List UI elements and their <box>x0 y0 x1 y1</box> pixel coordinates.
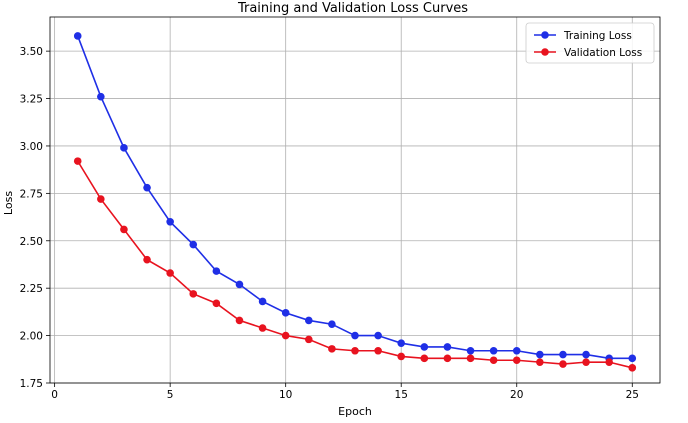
y-tick-label: 2.25 <box>20 283 43 295</box>
validation-loss-point <box>282 332 290 340</box>
validation-loss-point <box>259 324 267 332</box>
validation-loss-point <box>120 226 128 234</box>
validation-loss-point <box>236 317 244 325</box>
training-loss-point <box>213 267 221 275</box>
validation-loss-point <box>189 290 197 298</box>
training-loss-point <box>582 351 590 359</box>
validation-loss-point <box>467 355 475 363</box>
validation-loss-point <box>351 347 359 355</box>
validation-loss-point <box>374 347 382 355</box>
training-loss-point <box>467 347 475 355</box>
training-loss-point <box>328 320 336 328</box>
validation-loss-point <box>328 345 336 353</box>
training-loss-point <box>97 93 105 101</box>
training-loss-point <box>536 351 544 359</box>
x-axis-label: Epoch <box>338 405 372 418</box>
validation-loss-point <box>536 358 544 366</box>
training-loss-point <box>490 347 498 355</box>
training-loss-point <box>236 281 244 289</box>
training-loss-point <box>351 332 359 340</box>
validation-loss-point <box>421 355 429 363</box>
training-loss-point <box>397 339 405 347</box>
training-loss-point <box>374 332 382 340</box>
validation-loss-point <box>444 355 452 363</box>
y-tick-label: 1.75 <box>20 378 43 390</box>
training-loss-point <box>444 343 452 351</box>
validation-loss-point <box>213 300 221 308</box>
training-loss-point <box>282 309 290 317</box>
validation-loss-point <box>582 358 590 366</box>
validation-loss-point <box>490 356 498 364</box>
training-loss-point <box>143 184 151 192</box>
y-tick-label: 3.25 <box>20 94 43 106</box>
validation-loss-point <box>305 336 313 344</box>
validation-loss-point <box>166 269 174 277</box>
y-tick-label: 3.50 <box>20 46 43 58</box>
training-loss-point <box>559 351 567 359</box>
x-tick-label: 0 <box>51 389 58 401</box>
x-tick-label: 25 <box>626 389 639 401</box>
training-loss-point <box>628 355 636 363</box>
validation-loss-point <box>397 353 405 361</box>
x-tick-label: 10 <box>279 389 292 401</box>
validation-loss-point <box>559 360 567 368</box>
y-tick-label: 2.00 <box>20 331 43 343</box>
validation-loss-point <box>97 195 105 203</box>
legend-validation-label: Validation Loss <box>564 47 642 59</box>
validation-loss-point <box>605 358 613 366</box>
training-loss-point <box>513 347 521 355</box>
x-tick-label: 15 <box>395 389 408 401</box>
training-loss-point <box>189 241 197 249</box>
validation-loss-point <box>628 364 636 372</box>
validation-loss-point <box>74 157 82 165</box>
training-loss-point <box>120 144 128 152</box>
y-tick-label: 2.50 <box>20 236 43 248</box>
training-loss-point <box>74 32 82 40</box>
legend-training-marker <box>541 31 549 39</box>
legend-validation-marker <box>541 48 549 56</box>
y-tick-label: 3.00 <box>20 141 43 153</box>
x-tick-label: 20 <box>510 389 523 401</box>
training-loss-point <box>166 218 174 226</box>
validation-loss-point <box>143 256 151 264</box>
training-loss-point <box>305 317 313 325</box>
x-tick-label: 5 <box>167 389 174 401</box>
y-tick-label: 2.75 <box>20 188 43 200</box>
training-loss-point <box>259 298 267 306</box>
chart-title: Training and Validation Loss Curves <box>237 1 468 16</box>
legend-training-label: Training Loss <box>563 30 632 42</box>
y-axis-label: Loss <box>2 191 15 215</box>
validation-loss-point <box>513 356 521 364</box>
training-loss-point <box>421 343 429 351</box>
legend: Training Loss Validation Loss <box>526 23 654 63</box>
